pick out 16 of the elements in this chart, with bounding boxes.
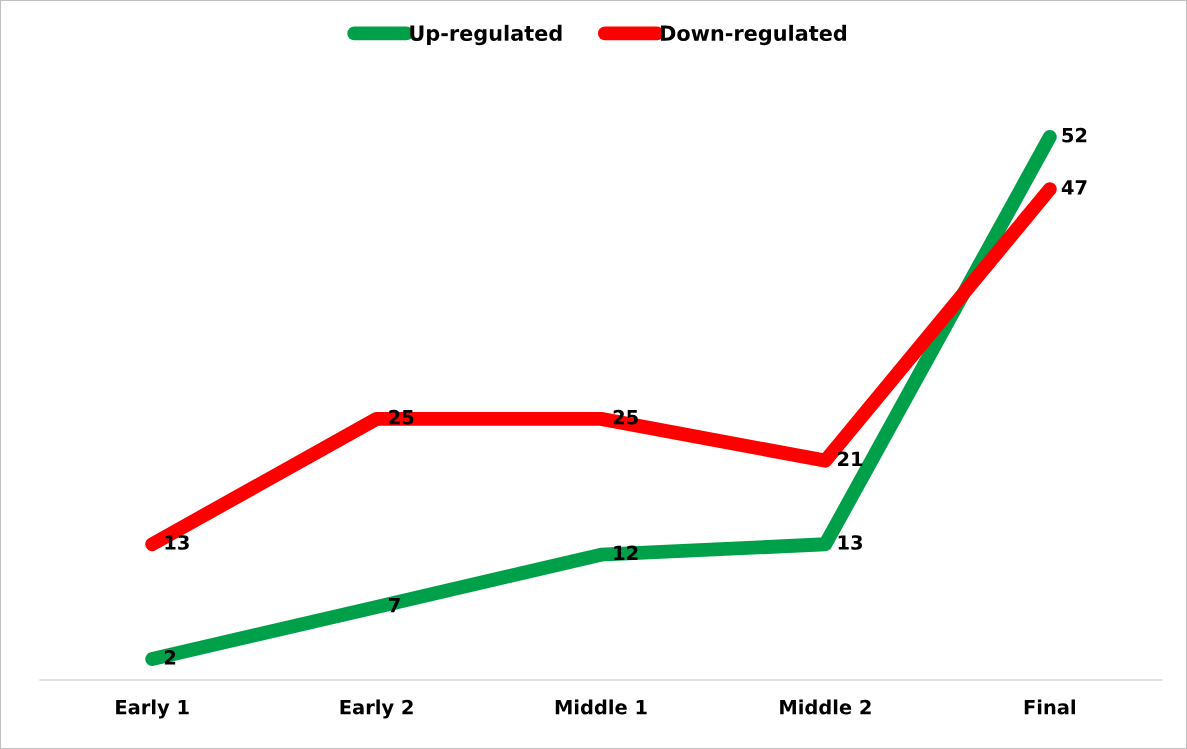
x-tick-label: Final — [1024, 699, 1075, 715]
data-label: 52 — [1062, 127, 1087, 143]
legend-label: Down-regulated — [660, 24, 846, 46]
data-label: 25 — [389, 409, 414, 425]
data-label: 47 — [1061, 180, 1087, 195]
data-label: 2 — [164, 650, 176, 665]
x-tick-label: Middle 1 — [555, 699, 647, 715]
x-tick-label: Middle 2 — [780, 699, 871, 715]
data-label: 13 — [165, 535, 189, 550]
x-tick-label: Early 2 — [340, 699, 413, 719]
legend-label: Up-regulated — [410, 24, 562, 46]
data-label: 7 — [389, 598, 400, 613]
x-tick-label: Early 1 — [116, 699, 189, 719]
data-label: 21 — [838, 451, 863, 467]
data-label: 12 — [614, 545, 638, 561]
data-label: 13 — [838, 535, 863, 550]
